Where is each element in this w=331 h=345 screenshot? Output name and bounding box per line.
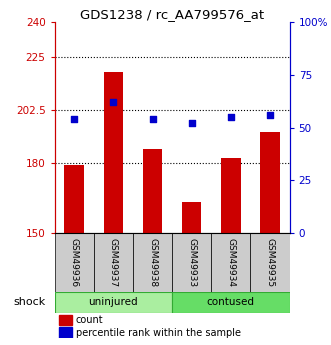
Point: [150, 117, 155, 122]
Bar: [172, 292, 290, 313]
Text: GSM49936: GSM49936: [70, 238, 79, 287]
Point: [71, 117, 77, 122]
Bar: [143, 149, 162, 233]
Bar: [221, 158, 241, 233]
Bar: [251, 233, 290, 292]
Text: GSM49934: GSM49934: [226, 238, 235, 287]
Bar: [55, 292, 172, 313]
Text: GSM49935: GSM49935: [265, 238, 274, 287]
Bar: [55, 233, 94, 292]
Text: GSM49937: GSM49937: [109, 238, 118, 287]
Bar: [172, 233, 211, 292]
Title: GDS1238 / rc_AA799576_at: GDS1238 / rc_AA799576_at: [80, 8, 264, 21]
Text: uninjured: uninjured: [89, 297, 138, 307]
Bar: [59, 315, 72, 325]
Bar: [182, 203, 202, 233]
Bar: [260, 132, 280, 233]
Bar: [211, 233, 251, 292]
Text: GSM49933: GSM49933: [187, 238, 196, 287]
Text: contused: contused: [207, 297, 255, 307]
Text: count: count: [76, 315, 103, 325]
Point: [111, 100, 116, 105]
Bar: [104, 71, 123, 233]
Point: [267, 112, 273, 118]
Point: [228, 114, 234, 120]
Bar: [133, 233, 172, 292]
Text: GSM49938: GSM49938: [148, 238, 157, 287]
Text: shock: shock: [14, 297, 46, 307]
Bar: [94, 233, 133, 292]
Bar: [59, 327, 72, 338]
Bar: [65, 165, 84, 233]
Text: percentile rank within the sample: percentile rank within the sample: [76, 327, 241, 337]
Point: [189, 121, 194, 126]
